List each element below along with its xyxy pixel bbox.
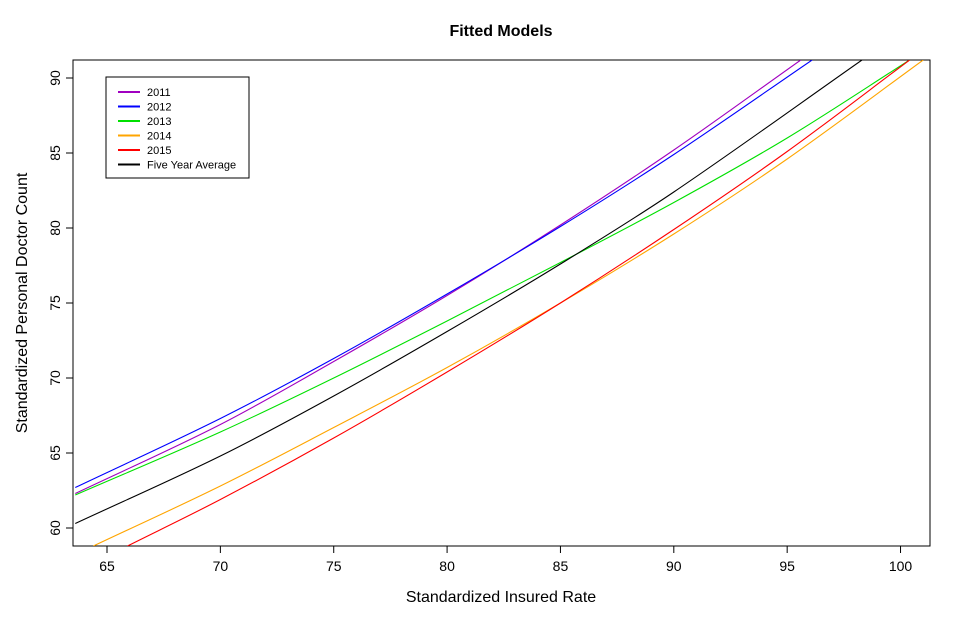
x-axis-label: Standardized Insured Rate: [406, 589, 596, 606]
series-line-0: [75, 60, 802, 494]
y-tick-label: 65: [47, 445, 63, 461]
y-tick-label: 80: [47, 220, 63, 236]
y-axis: 60 65 70 75 80 85 90: [47, 70, 73, 536]
x-tick-label: 95: [779, 558, 795, 574]
x-tick-label: 70: [213, 558, 229, 574]
y-axis-label: Standardized Personal Doctor Count: [14, 172, 31, 433]
x-tick-label: 75: [326, 558, 342, 574]
series-line-4: [127, 60, 910, 546]
legend-label: 2015: [147, 145, 171, 157]
y-tick-label: 70: [47, 370, 63, 386]
legend-label: 2013: [147, 116, 171, 128]
y-tick-label: 90: [47, 70, 63, 86]
y-tick-label: 75: [47, 295, 63, 311]
x-tick-label: 90: [666, 558, 682, 574]
series-line-5: [75, 60, 863, 524]
x-tick-label: 85: [553, 558, 569, 574]
x-axis: 65 70 75 80 85 90 95 100: [99, 545, 913, 574]
series-lines: [75, 60, 924, 546]
legend: 2011 2012 2013 2014 2015 Five Year Average: [105, 76, 250, 179]
x-tick-label: 80: [439, 558, 455, 574]
y-tick-label: 85: [47, 145, 63, 161]
series-line-3: [93, 60, 924, 546]
legend-label: 2011: [147, 87, 171, 99]
x-tick-label: 100: [889, 558, 913, 574]
y-tick-label: 60: [47, 520, 63, 536]
series-line-1: [75, 60, 813, 488]
legend-label: 2012: [147, 102, 171, 114]
chart-title: Fitted Models: [449, 23, 552, 40]
legend-label: Five Year Average: [147, 160, 236, 172]
legend-box: [105, 76, 250, 179]
x-tick-label: 65: [99, 558, 115, 574]
legend-label: 2014: [147, 131, 171, 143]
series-line-2: [75, 60, 910, 496]
